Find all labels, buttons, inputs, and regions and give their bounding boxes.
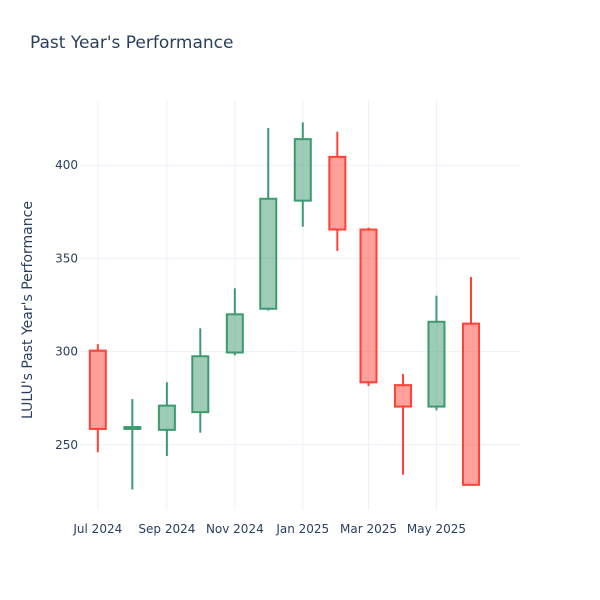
candle-decreasing	[359, 227, 378, 387]
candle-body	[394, 384, 413, 408]
candle-increasing	[191, 328, 210, 433]
x-tick-label: Jan 2025	[275, 522, 329, 536]
candle-body	[225, 313, 244, 354]
candle-body	[191, 355, 210, 414]
x-tick-label: Nov 2024	[206, 522, 264, 536]
y-axis-ticks: 250 300 350 400	[55, 158, 78, 452]
candle-increasing	[259, 127, 278, 311]
x-tick-label: Sep 2024	[138, 522, 195, 536]
candle-increasing	[225, 288, 244, 356]
candle-increasing	[157, 382, 176, 456]
y-axis-title: LULU's Past Year's Performance	[20, 201, 36, 419]
y-tick-label: 250	[55, 438, 78, 452]
candle-body	[259, 197, 278, 310]
y-tick-label: 350	[55, 251, 78, 265]
candle-body	[123, 426, 142, 430]
candle-increasing	[427, 295, 446, 411]
candle-decreasing	[328, 131, 347, 251]
candle-decreasing	[394, 373, 413, 475]
y-tick-label: 400	[55, 158, 78, 172]
candle-body	[461, 322, 480, 486]
chart-title: Past Year's Performance	[30, 33, 234, 53]
y-tick-label: 300	[55, 345, 78, 359]
candle-body	[157, 404, 176, 431]
x-tick-label: Mar 2025	[340, 522, 397, 536]
candle-body	[88, 349, 107, 430]
candle-decreasing	[88, 344, 107, 453]
candle-body	[359, 228, 378, 384]
candle-body	[328, 155, 347, 231]
candle-body	[293, 138, 312, 202]
candle-increasing	[293, 122, 312, 227]
x-tick-label: Jul 2024	[72, 522, 122, 536]
candle-decreasing	[461, 277, 480, 486]
x-tick-label: May 2025	[407, 522, 466, 536]
candle-layer	[88, 122, 480, 490]
x-axis-ticks: Jul 2024 Sep 2024 Nov 2024 Jan 2025 Mar 2025…	[72, 522, 466, 536]
candle-increasing	[123, 399, 142, 490]
candle-body	[427, 320, 446, 408]
